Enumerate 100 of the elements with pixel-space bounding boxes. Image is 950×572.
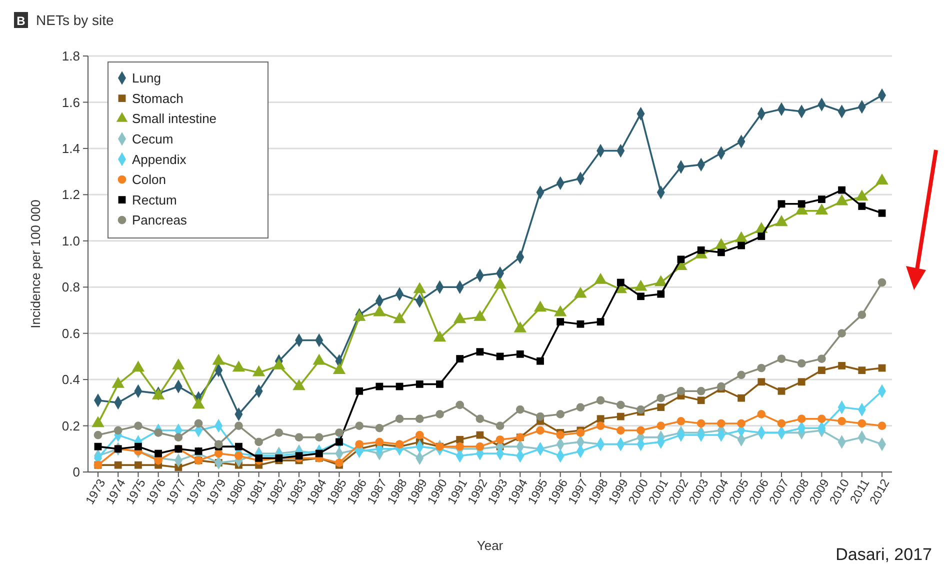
point — [375, 438, 384, 446]
x-axis-title: Year — [476, 538, 504, 553]
y-tick-label: 0.6 — [62, 326, 80, 341]
point — [154, 456, 162, 465]
point — [696, 386, 706, 396]
y-tick-label: 1.4 — [62, 140, 80, 156]
point — [94, 430, 102, 440]
point — [536, 426, 544, 435]
point — [356, 387, 364, 395]
point — [556, 430, 565, 440]
point — [838, 329, 846, 338]
point — [335, 428, 344, 437]
point — [858, 366, 866, 374]
point — [154, 428, 162, 437]
chart-title: NETs by site — [36, 12, 114, 28]
point — [716, 382, 726, 391]
point — [556, 318, 564, 326]
point — [375, 424, 384, 432]
point — [456, 355, 464, 362]
point — [637, 292, 644, 300]
point — [838, 362, 846, 370]
point — [476, 348, 484, 356]
point — [294, 433, 304, 442]
point — [134, 422, 142, 430]
point — [355, 422, 364, 430]
legend-label: Stomach — [132, 90, 184, 106]
point — [314, 433, 324, 442]
legend-label: Lung — [132, 70, 161, 86]
y-tick-label: 0.2 — [62, 418, 80, 434]
point — [476, 442, 484, 451]
point — [436, 410, 444, 418]
point — [456, 400, 464, 410]
point — [738, 394, 745, 402]
point — [596, 396, 605, 405]
point — [456, 436, 464, 444]
point — [818, 196, 826, 203]
point — [254, 438, 264, 446]
point — [114, 461, 122, 469]
point — [616, 426, 625, 435]
point — [395, 440, 404, 448]
point — [415, 414, 424, 424]
y-tick-label: 1.6 — [62, 94, 80, 110]
point — [576, 320, 584, 328]
y-tick-label: 0.4 — [62, 372, 80, 388]
y-tick-label: 1.2 — [62, 187, 80, 202]
point — [677, 256, 685, 264]
point — [576, 428, 585, 437]
point — [656, 422, 666, 430]
point — [235, 442, 242, 450]
point — [818, 414, 826, 424]
point — [395, 414, 404, 424]
point — [476, 414, 484, 424]
point — [818, 366, 826, 374]
point — [676, 416, 686, 426]
point — [858, 202, 866, 210]
point — [556, 410, 565, 418]
point — [778, 387, 786, 395]
point — [596, 422, 605, 430]
point — [496, 352, 504, 360]
point — [656, 394, 666, 402]
y-tick-label: 0.8 — [62, 280, 80, 295]
point — [777, 419, 786, 428]
point — [716, 419, 726, 428]
point — [696, 419, 706, 428]
point — [194, 447, 202, 455]
point — [697, 396, 705, 404]
point — [878, 209, 886, 217]
point — [798, 200, 806, 208]
point — [456, 442, 464, 451]
point — [616, 412, 624, 420]
point — [838, 416, 846, 426]
point — [757, 364, 766, 372]
point — [154, 450, 162, 458]
point — [818, 354, 826, 363]
point — [777, 354, 786, 363]
point — [697, 246, 705, 254]
point — [315, 450, 323, 458]
point — [676, 386, 686, 396]
point — [758, 232, 766, 240]
legend-label: Rectum — [132, 192, 177, 208]
point — [376, 382, 384, 390]
y-axis-title: Incidence per 100 000 — [28, 200, 43, 328]
point — [737, 370, 746, 380]
y-tick-label: 0 — [72, 464, 80, 480]
y-tick-label: 1.8 — [62, 48, 80, 64]
point — [94, 442, 102, 450]
point — [114, 426, 122, 435]
point — [134, 461, 142, 469]
point — [878, 422, 886, 430]
point — [416, 380, 424, 388]
point — [274, 428, 284, 437]
point — [717, 248, 725, 256]
legend-label: Appendix — [132, 152, 187, 167]
point — [496, 422, 504, 430]
legend-label: Colon — [132, 172, 166, 188]
point — [174, 433, 183, 442]
legend-label: Pancreas — [132, 212, 188, 228]
point — [778, 200, 786, 208]
point — [738, 242, 745, 250]
point — [516, 350, 524, 358]
